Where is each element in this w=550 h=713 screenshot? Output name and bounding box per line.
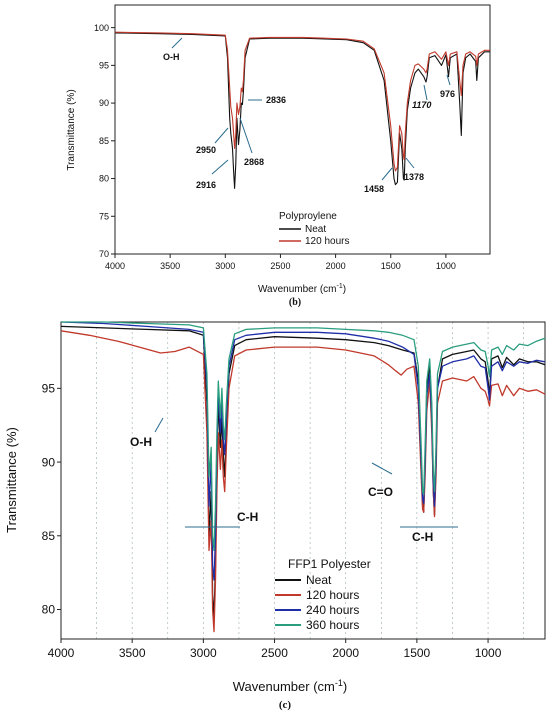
- panel-b-2868-arrow: [239, 117, 253, 154]
- panel-b-legend-label-120h: 120 hours: [305, 236, 349, 247]
- panel-b-polypropylene-chart: 70 75 80 85 90 95 100 4000 3500 3000 2500 2000 1500…: [66, 4, 491, 308]
- c-series-line-3: [61, 321, 546, 552]
- panel-b-x-axis-label: Wavenumber (cm-1): [258, 283, 346, 295]
- b-y-tick-label: 85: [99, 136, 109, 146]
- panel-b-1378-arrow: [405, 157, 415, 169]
- c-x-tick-label: 2000: [332, 646, 359, 660]
- panel-c-polyester-chart: 80 85 90 95 4000 3500 3000 2500 2000 1500 1000 Tr…: [4, 321, 546, 711]
- c-x-tick-label: 3500: [119, 646, 146, 660]
- c-y-tick-label: 90: [42, 455, 56, 469]
- b-series-line-0: [114, 32, 490, 189]
- panel-b-annotations: O-H 2836 2950 2868 2916 1170 976 1458 13…: [163, 37, 455, 194]
- c-y-tick-label: 95: [42, 382, 56, 396]
- b-y-tick-label: 95: [99, 61, 109, 71]
- b-x-tick-label: 1500: [381, 261, 401, 271]
- c-series-line-0: [60, 325, 546, 618]
- panel-c-x-axis-label: Wavenumber (cm-1): [233, 678, 347, 694]
- panel-c-annotations: O-H C=O C-H C-H: [130, 417, 458, 544]
- panel-c-annotation-oh: O-H: [130, 435, 152, 449]
- b-y-tick-label: 75: [99, 211, 109, 221]
- panel-c-legend-title: FFP1 Polyester: [288, 557, 371, 571]
- panel-c-legend-label-neat: Neat: [306, 573, 332, 587]
- b-y-tick-label: 90: [99, 98, 109, 108]
- panel-c-legend-label-360h: 360 hours: [306, 618, 359, 632]
- c-x-tick-label: 4000: [48, 646, 75, 660]
- panel-b-2950-arrow: [214, 127, 229, 144]
- panel-b-annotation-2868: 2868: [244, 157, 264, 167]
- panel-b-oh-arrow: [171, 37, 183, 49]
- panel-b-annotation-2836: 2836: [266, 95, 286, 105]
- c-y-tick-label: 80: [42, 603, 56, 617]
- panel-b-legend-label-neat: Neat: [305, 224, 326, 235]
- panel-b-976-arrow: [446, 74, 451, 86]
- panel-b-caption: (b): [289, 297, 301, 308]
- b-x-tick-label: 3500: [160, 261, 180, 271]
- panel-c-co-arrow: [371, 462, 393, 475]
- panel-b-annotation-2916: 2916: [196, 180, 216, 190]
- panel-c-legend: FFP1 Polyester Neat 120 hours 240 hours …: [275, 557, 371, 632]
- b-y-tick-label: 80: [99, 174, 109, 184]
- b-x-tick-label: 4000: [105, 261, 125, 271]
- panel-c-legend-label-120h: 120 hours: [306, 588, 359, 602]
- b-x-tick-label: 2000: [326, 261, 346, 271]
- c-x-tick-label: 2500: [261, 646, 288, 660]
- panel-c-annotation-ch-left: C-H: [237, 510, 258, 524]
- b-x-tick-label: 1000: [436, 261, 456, 271]
- c-x-tick-label: 1500: [404, 646, 431, 660]
- b-series-line-1: [114, 31, 490, 172]
- c-y-tick-label: 85: [42, 529, 56, 543]
- panel-b-annotation-1170: 1170: [412, 100, 431, 110]
- panel-c-annotation-ch-right: C-H: [412, 530, 433, 544]
- panel-c-annotation-co: C=O: [368, 485, 393, 499]
- panel-c-oh-arrow: [154, 417, 164, 433]
- b-x-tick-label: 3000: [215, 261, 235, 271]
- panel-b-annotation-2950: 2950: [196, 145, 216, 155]
- panel-b-annotation-1378: 1378: [404, 172, 424, 182]
- panel-b-plot-frame: [114, 4, 491, 255]
- b-y-tick-label: 70: [99, 249, 109, 259]
- panel-c-y-axis-label: Transmittance (%): [4, 427, 19, 533]
- panel-b-annotation-oh: O-H: [163, 52, 180, 62]
- panel-b-legend: Polyproylene Neat 120 hours: [279, 211, 349, 247]
- panel-b-y-axis-label: Transmittance (%): [66, 89, 77, 170]
- c-x-tick-label: 1000: [475, 646, 502, 660]
- c-series-line-2: [60, 321, 546, 581]
- b-y-tick-label: 100: [94, 23, 109, 33]
- panel-b-2916-arrow: [211, 159, 229, 175]
- panel-c-caption: (c): [279, 699, 292, 711]
- b-x-tick-label: 2500: [270, 261, 290, 271]
- panel-b-annotation-976: 976: [440, 89, 455, 99]
- panel-b-annotation-1458: 1458: [364, 184, 384, 194]
- panel-b-legend-title: Polyproylene: [279, 211, 337, 222]
- panel-b-1458-arrow: [381, 167, 393, 181]
- c-series-line-1: [60, 330, 546, 633]
- c-x-tick-label: 3000: [190, 646, 217, 660]
- panel-c-plot-frame: [60, 321, 546, 640]
- panel-c-legend-label-240h: 240 hours: [306, 603, 359, 617]
- panel-b-1170-arrow: [423, 84, 428, 101]
